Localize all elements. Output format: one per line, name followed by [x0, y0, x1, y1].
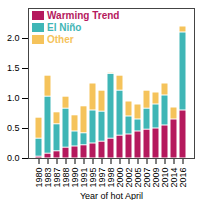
svg-text:0.0: 0.0: [7, 153, 20, 163]
svg-text:1988: 1988: [60, 167, 71, 188]
svg-text:1990: 1990: [69, 167, 80, 188]
html-text:Other: Other: [47, 34, 74, 45]
svg-text:1987: 1987: [51, 167, 62, 188]
svg-text:1995: 1995: [87, 167, 98, 188]
svg-text:1983: 1983: [42, 167, 53, 188]
html-text:Warming Trend: Warming Trend: [47, 10, 120, 21]
svg-text:Year of hot April: Year of hot April: [80, 191, 143, 200]
svg-text:1997: 1997: [96, 167, 107, 188]
svg-text:1991: 1991: [78, 167, 89, 188]
svg-text:1.5: 1.5: [7, 63, 20, 73]
svg-text:0.5: 0.5: [7, 123, 20, 133]
svg-text:2014: 2014: [168, 167, 179, 188]
svg-text:1.0: 1.0: [7, 93, 20, 103]
svg-text:2007: 2007: [141, 167, 152, 188]
svg-text:2000: 2000: [114, 167, 125, 188]
svg-text:2002: 2002: [123, 167, 134, 188]
svg-text:2010: 2010: [159, 167, 170, 188]
html-text:El Niño: El Niño: [47, 22, 82, 33]
svg-text:1980: 1980: [33, 167, 44, 188]
svg-text:2016: 2016: [178, 168, 188, 188]
svg-text:2009: 2009: [150, 167, 161, 188]
svg-text:2.0: 2.0: [7, 33, 20, 43]
svg-text:2005: 2005: [132, 167, 143, 188]
svg-text:1998: 1998: [105, 167, 116, 188]
